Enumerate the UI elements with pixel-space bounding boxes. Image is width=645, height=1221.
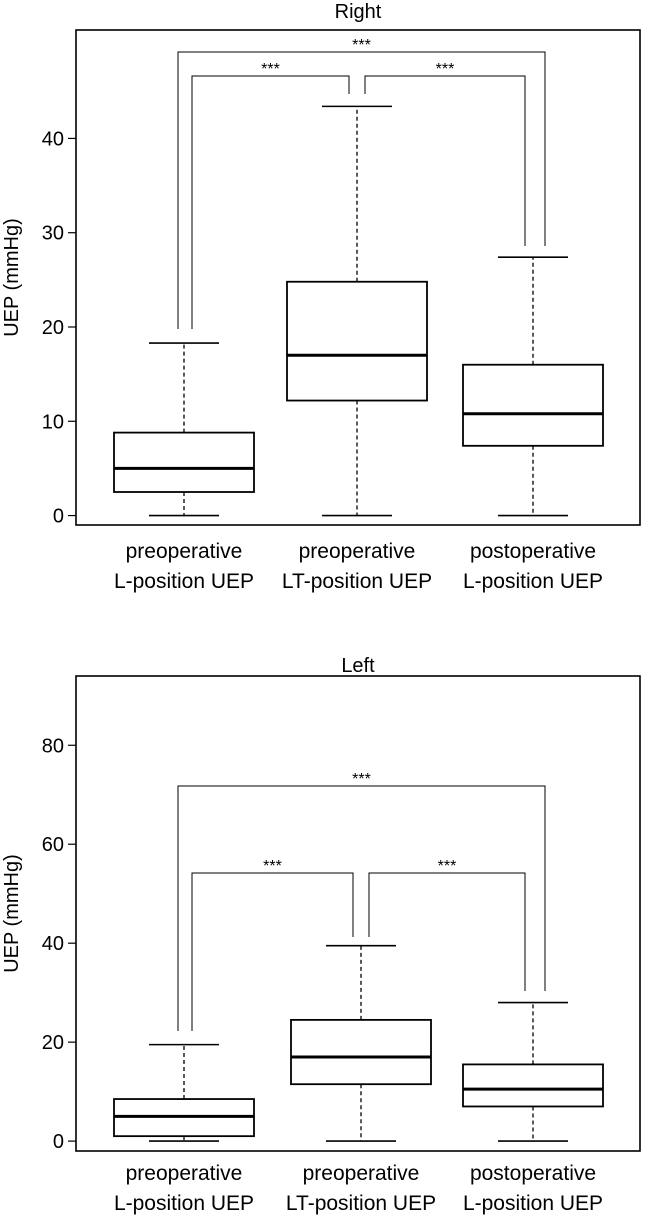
significance-bracket: ***: [191, 858, 354, 1031]
bracket-line: [177, 785, 546, 1031]
bracket-line: [177, 51, 546, 329]
y-tick-label: 40: [42, 128, 64, 150]
chart-title: Right: [335, 1, 382, 23]
y-tick-label: 20: [42, 1032, 64, 1054]
iqr-box: [286, 280, 428, 402]
chart-title: Left: [341, 655, 375, 677]
x-category-label: L-position UEP: [114, 570, 254, 593]
y-axis-label: UEP (mmHg): [1, 854, 23, 973]
box-3: [462, 1001, 604, 1142]
significance-label: ***: [261, 61, 280, 78]
x-category-label: L-position UEP: [463, 570, 603, 593]
x-category-label: preoperative: [126, 1162, 243, 1185]
x-category-label: preoperative: [126, 540, 243, 563]
x-category-label: preoperative: [299, 540, 416, 563]
plot-frame: [75, 29, 641, 526]
significance-label: ***: [352, 37, 371, 54]
significance-bracket: ***: [191, 61, 350, 329]
x-category-label: L-position UEP: [463, 1192, 603, 1215]
x-category-label: postoperative: [470, 540, 596, 563]
y-tick-label: 30: [42, 223, 64, 245]
x-category-label: LT-position UEP: [286, 1192, 436, 1215]
box-3: [462, 256, 604, 517]
iqr-box: [113, 431, 255, 493]
significance-label: ***: [438, 858, 457, 875]
significance-label: ***: [436, 61, 455, 78]
significance-bracket: ***: [177, 771, 546, 1031]
iqr-box: [290, 1018, 432, 1086]
box-2: [286, 105, 428, 517]
panel-left: Left UEP (mmHg) 0 20 40 60 80 preoperative L-pos…: [1, 655, 641, 1215]
x-category-label: postoperative: [470, 1162, 596, 1185]
panel-right: Right UEP (mmHg) 0 10 20 30 40 preoperative L-po…: [1, 1, 641, 593]
bracket-line: [364, 75, 526, 246]
box-2: [290, 944, 432, 1142]
iqr-box: [462, 363, 604, 447]
x-category-label: preoperative: [303, 1162, 420, 1185]
plot-frame: [75, 675, 641, 1152]
significance-label: ***: [352, 771, 371, 788]
significance-label: ***: [263, 858, 282, 875]
y-tick-label: 20: [42, 317, 64, 339]
y-tick-label: 60: [42, 834, 64, 856]
box-1: [113, 342, 255, 517]
significance-bracket: ***: [177, 37, 546, 329]
box-1: [113, 1043, 255, 1142]
bracket-line: [191, 872, 354, 1031]
y-tick-label: 0: [53, 506, 64, 528]
bracket-line: [191, 75, 350, 329]
iqr-box: [462, 1063, 604, 1108]
y-axis-label: UEP (mmHg): [1, 218, 23, 337]
x-category-label: L-position UEP: [114, 1192, 254, 1215]
significance-bracket: ***: [368, 858, 526, 991]
y-tick-label: 40: [42, 933, 64, 955]
y-tick-label: 0: [53, 1131, 64, 1153]
x-category-label: LT-position UEP: [282, 570, 432, 593]
y-tick-label: 80: [42, 735, 64, 757]
bracket-line: [368, 872, 526, 991]
y-tick-label: 10: [42, 411, 64, 433]
significance-bracket: ***: [364, 61, 526, 246]
